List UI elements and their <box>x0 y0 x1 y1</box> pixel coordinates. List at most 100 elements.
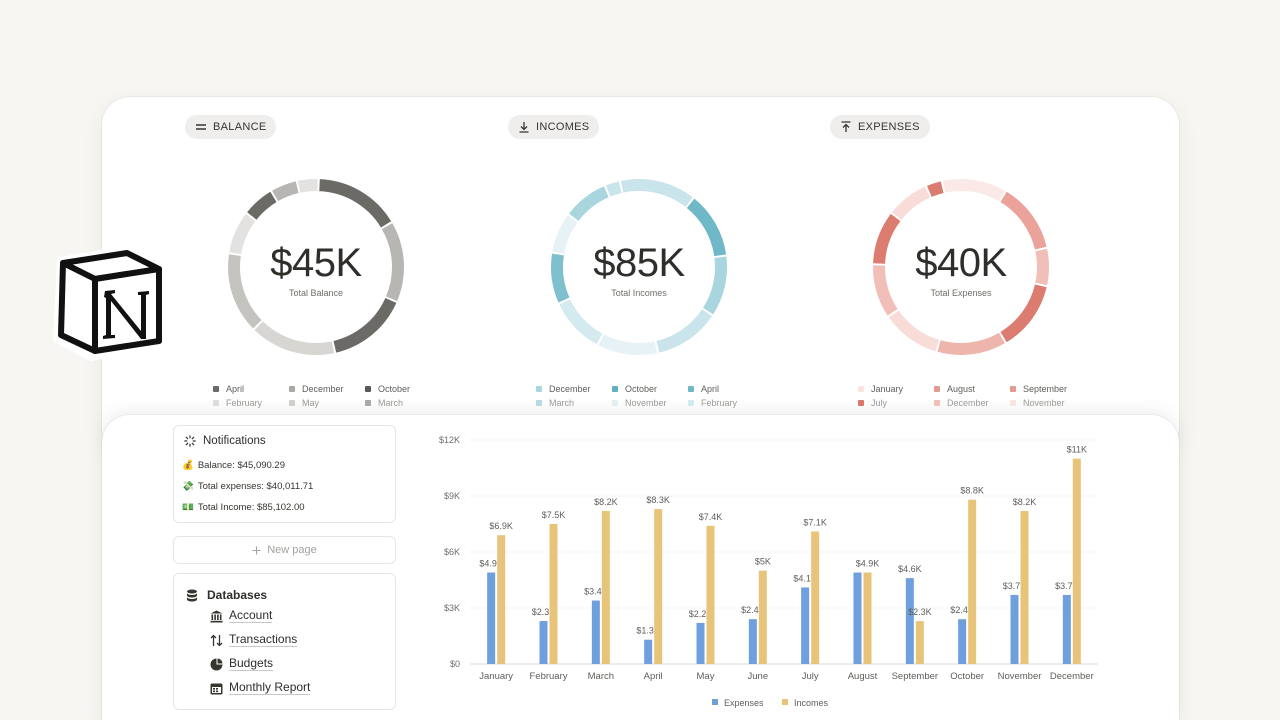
legend-swatch <box>289 386 295 392</box>
incomes-pill[interactable]: INCOMES <box>508 115 600 139</box>
legend-item: October <box>365 384 441 394</box>
notification-item: 💰 Balance: $45,090.29 <box>182 460 285 471</box>
legend-item: May <box>289 398 365 408</box>
expenses-slice-7 <box>873 213 901 264</box>
notification-text: Total expenses: $40,011.71 <box>197 481 314 492</box>
bank-icon <box>210 610 223 622</box>
expenses-slice-4 <box>937 332 1005 355</box>
incomes-slice-6 <box>551 253 570 303</box>
chart-legend-label: Incomes <box>794 698 829 708</box>
database-link-monthly-report[interactable]: Monthly Report <box>210 681 311 695</box>
legend-swatch <box>858 400 864 406</box>
legend-item: April <box>688 384 764 394</box>
income-bar[interactable] <box>968 499 977 664</box>
bar-value-label: $3.7K <box>1003 581 1027 591</box>
expense-bar[interactable] <box>1010 594 1019 664</box>
legend-item: January <box>858 384 934 394</box>
x-tick-label: September <box>892 671 938 682</box>
legend-label: September <box>1023 384 1068 394</box>
bar-value-label: $8.2K <box>1013 497 1037 507</box>
income-bar[interactable] <box>758 570 767 664</box>
legend-item: November <box>612 398 688 408</box>
legend-swatch <box>1010 400 1016 406</box>
expense-bar[interactable] <box>591 600 600 664</box>
balance-pill[interactable]: BALANCE <box>185 115 277 139</box>
y-tick-label: $6K <box>444 547 460 557</box>
balance-slice-3 <box>333 298 397 353</box>
incomes-slice-5 <box>559 299 603 345</box>
balance-slice-5 <box>228 254 262 329</box>
expense-bar[interactable] <box>958 619 967 664</box>
legend-label: April <box>701 384 720 394</box>
incomes-slice-3 <box>656 309 713 353</box>
notifications-panel: Notifications 💰 Balance: $45,090.29 💸 To… <box>173 425 396 523</box>
expense-bar[interactable] <box>905 578 914 664</box>
expense-bar[interactable] <box>487 572 496 664</box>
expenses-slice-6 <box>873 265 898 316</box>
money-hand-icon: 💵 <box>182 502 194 513</box>
bar-value-label: $4.9K <box>479 559 503 569</box>
income-bar[interactable] <box>601 510 610 664</box>
plus-icon <box>252 546 261 554</box>
bar-value-label: $8.2K <box>594 497 618 507</box>
legend-item: August <box>934 384 1010 394</box>
database-link-label: Transactions <box>229 632 298 647</box>
expenses-value: $40K <box>915 241 1007 285</box>
incomes-slice-8 <box>569 186 609 221</box>
bar-value-label: $8.3K <box>646 495 670 505</box>
legend-item: December <box>536 384 612 394</box>
x-tick-label: July <box>802 671 819 682</box>
expense-bar[interactable] <box>801 587 810 664</box>
income-bar[interactable] <box>497 535 506 664</box>
legend-swatch <box>213 400 219 406</box>
expense-bar[interactable] <box>696 622 705 664</box>
incomes-slice-4 <box>598 334 658 355</box>
incomes-caption: Total Incomes <box>611 288 667 298</box>
balance-caption: Total Balance <box>288 288 344 298</box>
upload-icon <box>841 121 851 132</box>
income-bar[interactable] <box>654 509 663 664</box>
bar-value-label: $7.5K <box>542 510 566 520</box>
income-bar[interactable] <box>915 621 924 664</box>
notifications-title: Notifications <box>203 435 266 447</box>
income-bar[interactable] <box>549 524 558 664</box>
legend-label: July <box>871 398 888 408</box>
money-bag-icon: 💰 <box>182 460 194 471</box>
database-link-label: Budgets <box>229 656 274 671</box>
bar-value-label: $1.3K <box>636 626 660 636</box>
balance-legend: April December October February May March <box>213 384 443 408</box>
legend-label: November <box>1023 398 1065 408</box>
legend-label: December <box>302 384 344 394</box>
balance-slice-7 <box>247 191 277 220</box>
expense-bar[interactable] <box>748 619 757 664</box>
expenses-slice-8 <box>892 186 930 220</box>
income-bar[interactable] <box>706 525 715 664</box>
expense-bar[interactable] <box>539 621 548 664</box>
legend-swatch <box>1010 386 1016 392</box>
incomes-legend: December October April March November Februar… <box>536 384 766 408</box>
database-link-account[interactable]: Account <box>210 609 273 623</box>
x-tick-label: April <box>644 671 663 682</box>
database-link-transactions[interactable]: Transactions <box>210 632 298 647</box>
legend-swatch <box>858 386 864 392</box>
new-page-button[interactable]: New page <box>173 536 396 564</box>
income-bar[interactable] <box>1072 458 1081 664</box>
expenses-pill[interactable]: EXPENSES <box>830 115 930 139</box>
database-link-budgets[interactable]: Budgets <box>210 656 274 671</box>
bar-value-label: $4.6K <box>898 564 922 574</box>
calendar-icon <box>210 683 223 694</box>
bar-value-label: $5K <box>755 557 771 567</box>
new-page-label: New page <box>267 544 317 556</box>
expense-bar[interactable] <box>853 572 862 664</box>
x-tick-label: May <box>697 671 715 682</box>
expenses-slice-0 <box>942 179 1005 202</box>
y-tick-label: $0 <box>450 659 460 669</box>
bar-value-label: $4.1K <box>793 573 817 583</box>
expense-bar[interactable] <box>644 639 653 664</box>
loading-spinner-icon <box>184 435 196 447</box>
pie-icon <box>210 658 223 670</box>
income-bar[interactable] <box>811 531 820 664</box>
expense-bar[interactable] <box>1062 594 1071 664</box>
income-bar[interactable] <box>1020 510 1029 664</box>
income-bar[interactable] <box>863 572 872 664</box>
